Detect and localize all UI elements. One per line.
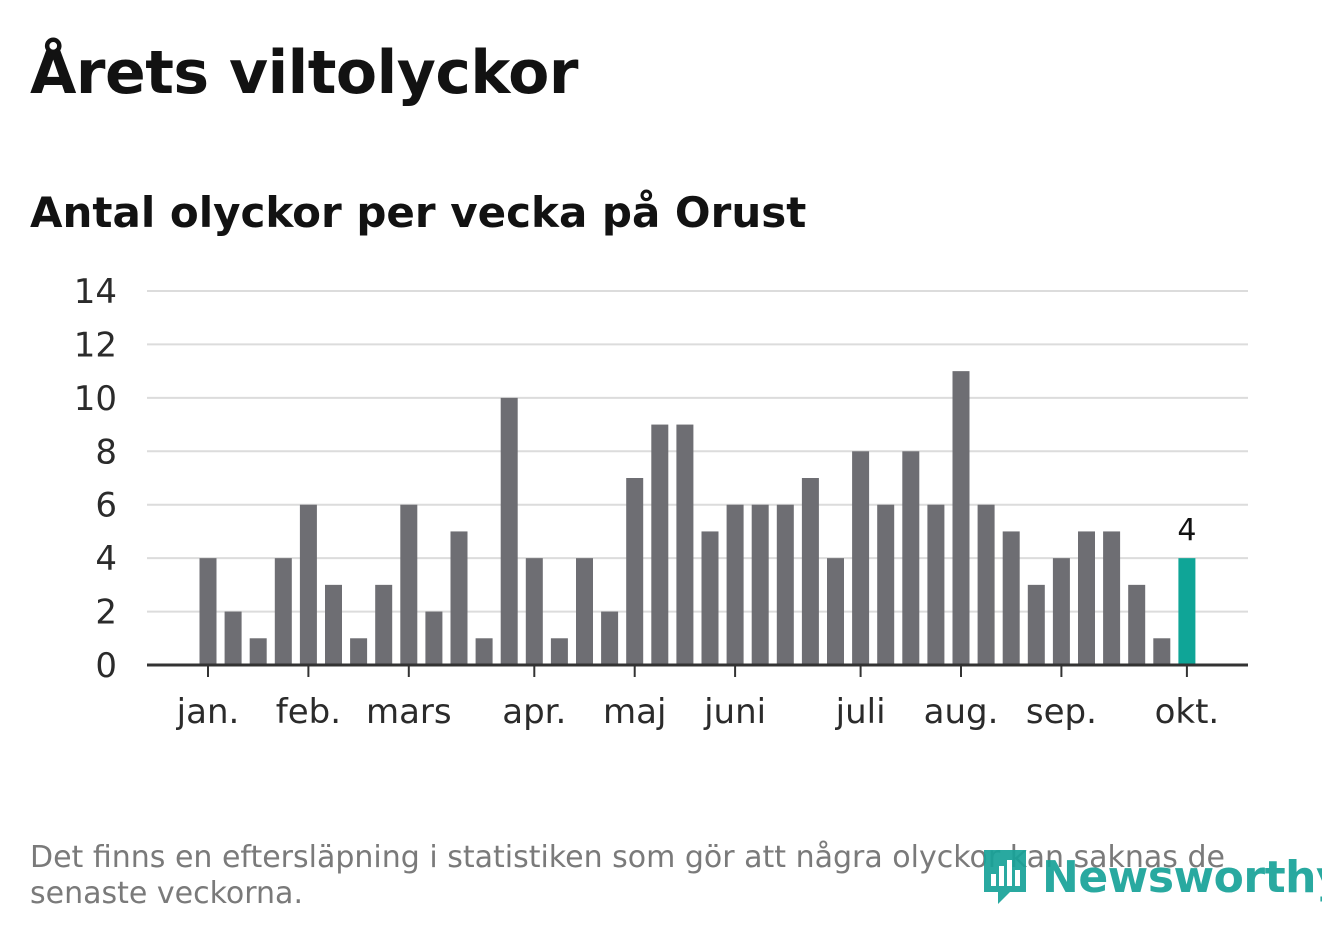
y-tick-label: 4 <box>95 539 117 579</box>
x-tick-label: apr. <box>502 692 566 732</box>
bar <box>1153 638 1171 665</box>
bar-chart: 0 2 4 6 8 10 12 14 jan. feb. mars apr. maj juni juli a… <box>74 272 1248 732</box>
bar <box>224 611 242 665</box>
y-tick-label: 12 <box>74 325 117 365</box>
bar <box>475 638 493 665</box>
bar-highlight <box>1178 558 1196 665</box>
bar <box>550 638 568 665</box>
x-tick-label: feb. <box>276 692 341 732</box>
bar <box>801 478 819 665</box>
bar <box>199 558 217 665</box>
data-labels: 4 <box>1177 513 1196 548</box>
x-tick-label: juni <box>703 692 766 732</box>
y-tick-label: 6 <box>95 486 117 526</box>
bar <box>601 611 619 665</box>
bar <box>952 371 970 665</box>
bar <box>1052 558 1070 665</box>
y-tick-label: 2 <box>95 593 117 633</box>
bar <box>249 638 267 665</box>
newsworthy-logo-icon <box>984 850 1026 904</box>
bar <box>1128 584 1146 665</box>
bar <box>1078 531 1095 665</box>
x-tick-label: mars <box>366 692 452 732</box>
x-tick-label: aug. <box>924 692 999 732</box>
bar <box>651 424 669 665</box>
bar <box>726 504 744 665</box>
y-tick-label: 8 <box>95 432 117 472</box>
bar <box>350 638 368 665</box>
bar <box>576 558 593 665</box>
chart-subtitle: Antal olyckor per vecka på Orust <box>30 188 807 237</box>
bar <box>425 611 443 665</box>
y-tick-label: 14 <box>74 272 117 312</box>
bar <box>1027 584 1045 665</box>
bar <box>274 558 292 665</box>
bar <box>1002 531 1020 665</box>
x-tick-label: sep. <box>1026 692 1097 732</box>
bar <box>375 584 393 665</box>
bar <box>827 558 844 665</box>
bar <box>701 531 719 665</box>
bar <box>400 504 418 665</box>
chart-title: Årets viltolyckor <box>30 38 579 108</box>
x-tick-label: juli <box>835 692 886 732</box>
x-tick-label: jan. <box>176 692 240 732</box>
bars <box>199 371 1196 665</box>
bar <box>525 558 543 665</box>
bar <box>927 504 945 665</box>
bar <box>450 531 468 665</box>
bar <box>877 504 895 665</box>
newsworthy-logo: Newsworthy <box>980 846 1322 908</box>
logo-text: Newsworthy <box>1042 851 1322 903</box>
bar <box>751 504 769 665</box>
x-axis-ticks: jan. feb. mars apr. maj juni juli aug. sep. okt. <box>176 665 1220 732</box>
bar <box>1103 531 1121 665</box>
data-label: 4 <box>1177 513 1196 548</box>
bar <box>500 397 518 665</box>
bar <box>977 504 995 665</box>
bar <box>676 424 694 665</box>
x-tick-label: maj <box>603 692 666 732</box>
y-tick-label: 10 <box>74 379 117 419</box>
y-tick-label: 0 <box>95 646 117 686</box>
bar <box>902 451 920 665</box>
bar <box>852 451 870 665</box>
x-tick-label: okt. <box>1155 692 1220 732</box>
bar <box>626 478 644 665</box>
bar <box>776 504 794 665</box>
bar <box>325 584 342 665</box>
bar <box>299 504 317 665</box>
y-axis-ticks: 0 2 4 6 8 10 12 14 <box>74 272 117 686</box>
